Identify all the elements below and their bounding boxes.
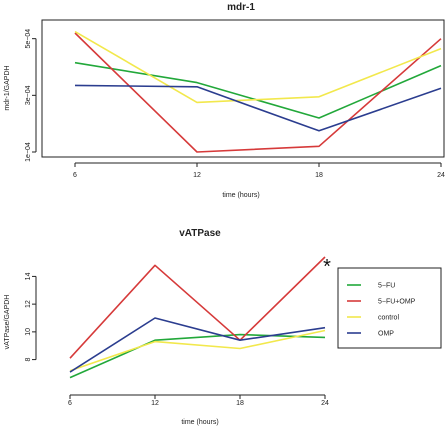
y-tick-label: 12 [25, 300, 32, 308]
y-tick-label: 3e−04 [25, 85, 32, 105]
x-tick-label: 24 [437, 172, 445, 179]
series-line-control [69, 329, 326, 372]
x-axis-label: time (hours) [222, 192, 259, 199]
legend-label: 5−FU [378, 283, 395, 290]
y-tick-label: 1e−04 [25, 142, 32, 162]
chart-mdr1: mdr-1 6 12 18 24 1e−04 3e−04 5e−04 time (hour… [4, 2, 445, 199]
x-axis: 6 12 18 24 [68, 394, 329, 407]
y-tick-label: 8 [25, 358, 32, 362]
x-tick-label: 18 [236, 400, 244, 407]
legend-label: control [378, 315, 399, 322]
y-tick-label: 10 [25, 328, 32, 336]
series-line-3 [74, 30, 442, 104]
plot-frame [41, 19, 445, 158]
legend-box [337, 267, 442, 349]
y-axis: 1e−04 3e−04 5e−04 [25, 29, 37, 162]
y-axis: 8 10 12 14 [25, 272, 37, 362]
series-line-5-fu-omp [69, 256, 326, 359]
x-tick-label: 18 [315, 172, 323, 179]
x-tick-label: 24 [321, 400, 329, 407]
series-line-4 [74, 84, 442, 132]
x-tick-label: 12 [193, 172, 201, 179]
y-axis-label: mdr-1/GAPDH [4, 65, 11, 110]
y-tick-label: 14 [25, 272, 32, 280]
x-tick-label: 6 [73, 172, 77, 179]
x-axis-label: time (hours) [181, 419, 218, 426]
chart-title: vATPase [179, 228, 221, 239]
chart-vatpase: vATPase 6 12 18 24 8 10 12 14 time (hours) vAT… [4, 228, 442, 426]
series-line-5-fu [69, 333, 326, 379]
chart-title: mdr-1 [227, 2, 255, 13]
legend-label: 5−FU+OMP [378, 299, 416, 306]
x-axis: 6 12 18 24 [73, 162, 445, 179]
x-tick-label: 12 [151, 400, 159, 407]
series-lines [69, 256, 326, 379]
series-lines [74, 30, 442, 153]
y-axis-label: vATPase/GAPDH [4, 295, 11, 350]
x-tick-label: 6 [68, 400, 72, 407]
significance-annotation: * [323, 256, 331, 278]
y-tick-label: 5e−04 [25, 29, 32, 49]
series-line-2 [74, 32, 442, 153]
legend-label: OMP [378, 331, 394, 338]
legend: 5−FU 5−FU+OMP control OMP [347, 283, 416, 338]
series-line-omp [69, 317, 326, 373]
